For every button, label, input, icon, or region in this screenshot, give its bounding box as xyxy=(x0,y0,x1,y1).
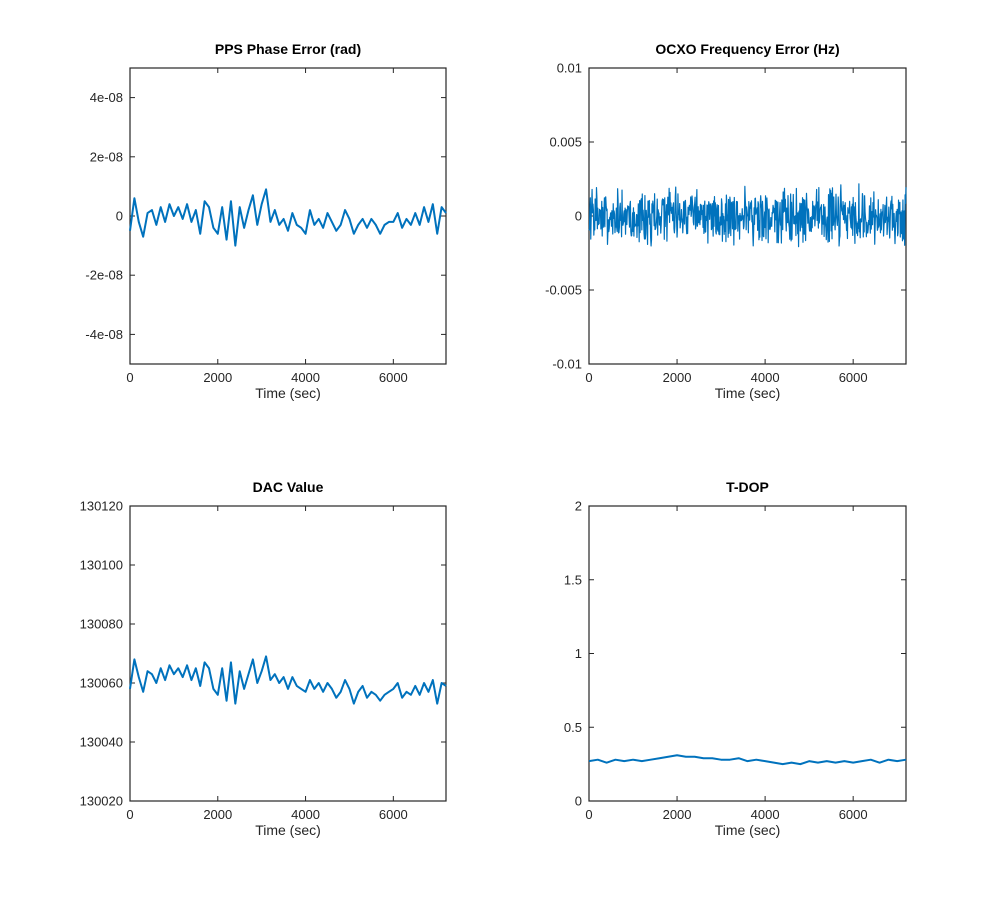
y-tick-label: 130120 xyxy=(80,499,123,514)
y-tick-label: -0.005 xyxy=(545,283,582,298)
x-tick-label: 0 xyxy=(126,370,133,385)
x-tick-label: 2000 xyxy=(203,370,232,385)
y-tick-label: 2 xyxy=(575,499,582,514)
x-tick-label: 4000 xyxy=(291,807,320,822)
x-tick-label: 4000 xyxy=(751,807,780,822)
plot-area xyxy=(588,505,907,802)
y-tick-label: 0.5 xyxy=(564,720,582,735)
x-tick-label: 4000 xyxy=(751,370,780,385)
y-tick-label: -2e-08 xyxy=(85,268,123,283)
x-tick-label: 4000 xyxy=(291,370,320,385)
x-axis-label: Time (sec) xyxy=(715,822,781,838)
x-tick-label: 0 xyxy=(126,807,133,822)
x-tick-label: 2000 xyxy=(203,807,232,822)
y-tick-label: 130080 xyxy=(80,617,123,632)
y-tick-label: 130100 xyxy=(80,558,123,573)
y-tick-label: 2e-08 xyxy=(90,149,123,164)
x-tick-label: 6000 xyxy=(839,370,868,385)
chart-title: PPS Phase Error (rad) xyxy=(215,41,361,57)
x-tick-label: 6000 xyxy=(379,807,408,822)
y-tick-label: 1.5 xyxy=(564,572,582,587)
y-tick-label: 0 xyxy=(575,794,582,809)
x-tick-label: 6000 xyxy=(379,370,408,385)
chart-title: OCXO Frequency Error (Hz) xyxy=(655,41,839,57)
panel-pps-phase-error: PPS Phase Error (rad) Time (sec) 0 2000 40… xyxy=(85,41,447,401)
chart-title: DAC Value xyxy=(253,479,324,495)
y-tick-label: 4e-08 xyxy=(90,90,123,105)
panel-dac-value: DAC Value Time (sec) 0 2000 4000 6000 130020… xyxy=(80,479,447,838)
x-tick-label: 2000 xyxy=(663,370,692,385)
series-line xyxy=(588,754,907,766)
x-axis-label: Time (sec) xyxy=(255,385,321,401)
y-tick-label: 0.01 xyxy=(557,61,582,76)
y-tick-label: -4e-08 xyxy=(85,327,123,342)
y-tick-label: 0 xyxy=(116,209,123,224)
x-tick-label: 0 xyxy=(585,370,592,385)
y-tick-label: 0.005 xyxy=(549,135,582,150)
y-tick-label: 0 xyxy=(575,209,582,224)
y-tick-label: 1 xyxy=(575,646,582,661)
chart-title: T-DOP xyxy=(726,479,769,495)
panel-ocxo-frequency-error: OCXO Frequency Error (Hz) Time (sec) 0 20… xyxy=(545,41,907,401)
x-tick-label: 6000 xyxy=(839,807,868,822)
y-tick-label: 130040 xyxy=(80,735,123,750)
series-line xyxy=(588,183,907,248)
y-tick-label: 130060 xyxy=(80,676,123,691)
y-tick-label: 130020 xyxy=(80,794,123,809)
series-line xyxy=(129,188,447,247)
x-tick-label: 0 xyxy=(585,807,592,822)
y-tick-label: -0.01 xyxy=(552,357,582,372)
x-axis-label: Time (sec) xyxy=(255,822,321,838)
x-tick-label: 2000 xyxy=(663,807,692,822)
panel-t-dop: T-DOP Time (sec) 0 2000 4000 6000 0 0.5 1 1.5 2 xyxy=(564,479,907,838)
plot-area xyxy=(129,505,447,802)
series-line xyxy=(129,655,447,705)
x-axis-label: Time (sec) xyxy=(715,385,781,401)
